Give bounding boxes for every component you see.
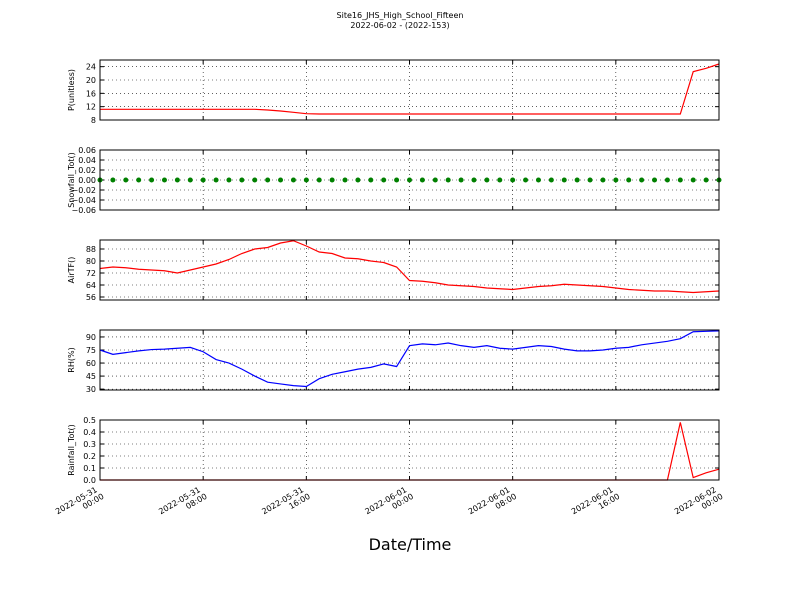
data-point	[419, 177, 425, 183]
data-point	[200, 177, 206, 183]
data-point	[458, 177, 464, 183]
data-point	[226, 177, 232, 183]
y-tick-label: 0.2	[83, 452, 96, 461]
data-point	[677, 177, 683, 183]
data-point	[626, 177, 632, 183]
data-point	[136, 177, 142, 183]
data-point	[535, 177, 541, 183]
y-tick-label: 0.06	[78, 146, 96, 155]
y-tick-label: 72	[86, 269, 96, 278]
data-point	[161, 177, 167, 183]
y-tick-label: 80	[86, 257, 96, 266]
data-point	[561, 177, 567, 183]
data-point	[290, 177, 296, 183]
data-point	[407, 177, 412, 183]
data-point	[484, 177, 490, 183]
data-point	[587, 177, 593, 183]
y-tick-label: 0.4	[83, 428, 96, 437]
data-point	[445, 177, 451, 183]
y-tick-label: 0.5	[83, 416, 96, 425]
y-tick-label: 88	[86, 245, 96, 254]
data-line	[100, 63, 720, 115]
y-tick-label: 30	[86, 385, 96, 394]
data-point	[381, 177, 387, 183]
data-point	[265, 177, 271, 183]
figure-title: Site16_JHS_High_School_Fifteen	[337, 11, 464, 20]
data-point	[278, 177, 284, 183]
plot-frame	[99, 239, 720, 301]
data-point	[613, 177, 619, 183]
data-point	[368, 177, 374, 183]
y-axis-label: AirTF()	[67, 257, 76, 284]
data-point	[303, 177, 309, 183]
y-tick-label: 0.3	[83, 440, 96, 449]
data-point	[329, 177, 335, 183]
y-axis-label: Snowfall_Tot()	[67, 152, 76, 208]
data-point	[394, 177, 400, 183]
x-axis-label: Date/Time	[369, 535, 452, 554]
data-point	[703, 177, 709, 183]
figure-subtitle: 2022-06-02 - (2022-153)	[350, 21, 449, 30]
plot-frame	[99, 419, 720, 481]
data-line	[99, 240, 720, 294]
data-point	[342, 177, 348, 183]
data-point	[187, 177, 193, 183]
y-axis-label: Rainfall_Tot()	[67, 424, 76, 476]
data-point	[123, 177, 129, 183]
data-point	[600, 177, 606, 183]
data-point	[252, 177, 258, 183]
plot-frame	[99, 149, 720, 211]
y-tick-label: 16	[86, 89, 96, 98]
data-point	[432, 177, 438, 183]
data-point	[213, 177, 219, 183]
data-point	[355, 177, 361, 183]
y-axis-label: P(unitless)	[67, 69, 76, 111]
data-point	[110, 177, 116, 183]
data-point	[239, 177, 245, 183]
y-tick-label: 60	[86, 359, 96, 368]
y-tick-label: 75	[86, 346, 96, 355]
data-point	[664, 177, 670, 183]
data-point	[548, 177, 554, 183]
data-point	[510, 177, 516, 183]
y-tick-label: 0.04	[78, 156, 96, 165]
y-tick-label: 24	[86, 63, 96, 72]
y-tick-label: −0.06	[71, 206, 96, 215]
data-line	[99, 330, 720, 388]
y-tick-label: 0.1	[83, 464, 96, 473]
y-tick-label: 12	[86, 103, 96, 112]
data-point	[523, 177, 529, 183]
y-tick-label: 0.0	[83, 476, 96, 485]
y-tick-label: 90	[86, 333, 96, 342]
data-point	[639, 177, 645, 183]
y-tick-label: 45	[86, 372, 96, 381]
data-point	[574, 177, 580, 183]
data-point	[690, 177, 696, 183]
y-tick-label: 56	[86, 293, 96, 302]
y-tick-label: 0.00	[78, 176, 96, 185]
plot-frame	[99, 59, 720, 121]
data-point	[652, 177, 658, 183]
y-tick-label: 64	[86, 281, 96, 290]
y-axis-label: RH(%)	[67, 347, 76, 372]
y-tick-label: −0.04	[71, 196, 96, 205]
y-tick-label: 8	[91, 116, 96, 125]
data-point	[316, 177, 322, 183]
data-point	[471, 177, 477, 183]
data-point	[497, 177, 503, 183]
plot-frame	[99, 329, 720, 391]
y-tick-label: 0.02	[78, 166, 96, 175]
data-point	[174, 177, 180, 183]
y-tick-label: 20	[86, 76, 96, 85]
data-point	[149, 177, 155, 183]
y-tick-label: −0.02	[71, 186, 96, 195]
